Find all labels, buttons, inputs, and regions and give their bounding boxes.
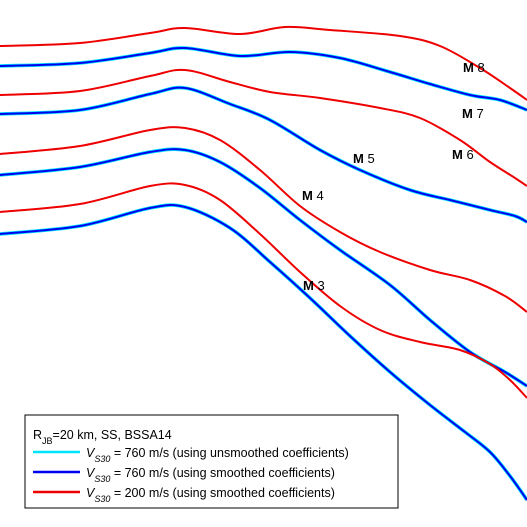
magnitude-label-m4: M 4 bbox=[302, 188, 324, 203]
series-line-unsmoothed-m7 bbox=[0, 85, 527, 224]
series-line-smoothed760-m5 bbox=[0, 204, 527, 501]
series-line-unsmoothed-m8 bbox=[0, 46, 527, 112]
legend-entry-smoothed-200: VS30 = 200 m/s (using smoothed coefficie… bbox=[86, 486, 335, 504]
series-line-smoothed760-m8 bbox=[0, 46, 527, 111]
series-line-smoothed760-m6 bbox=[0, 148, 527, 387]
magnitude-label-m7: M 7 bbox=[462, 106, 484, 121]
series-line-smoothed760-m7 bbox=[0, 86, 527, 223]
legend-entry-smoothed-760: VS30 = 760 m/s (using smoothed coefficie… bbox=[86, 466, 335, 484]
series-line-smoothed200-m7 bbox=[0, 68, 527, 187]
legend: RJB=20 km, SS, BSSA14 VS30 = 760 m/s (us… bbox=[24, 414, 399, 509]
curves-group bbox=[0, 25, 527, 502]
magnitude-label-m8: M 8 bbox=[463, 60, 485, 75]
legend-box bbox=[24, 414, 399, 509]
legend-header: RJB=20 km, SS, BSSA14 bbox=[33, 428, 172, 446]
legend-entry-unsmoothed: VS30 = 760 m/s (using unsmoothed coeffic… bbox=[86, 446, 349, 464]
series-line-smoothed200-m6 bbox=[0, 126, 527, 313]
magnitude-labels: M 3 M 4 M 5 M 6 M 7 M 8 bbox=[302, 60, 485, 293]
magnitude-label-m3: M 3 bbox=[303, 278, 325, 293]
series-line-smoothed200-m8 bbox=[0, 25, 527, 101]
series-line-unsmoothed-m6 bbox=[0, 147, 527, 388]
magnitude-label-m5: M 5 bbox=[353, 151, 375, 166]
magnitude-label-m6: M 6 bbox=[452, 147, 474, 162]
series-line-smoothed200-m5 bbox=[0, 182, 527, 399]
